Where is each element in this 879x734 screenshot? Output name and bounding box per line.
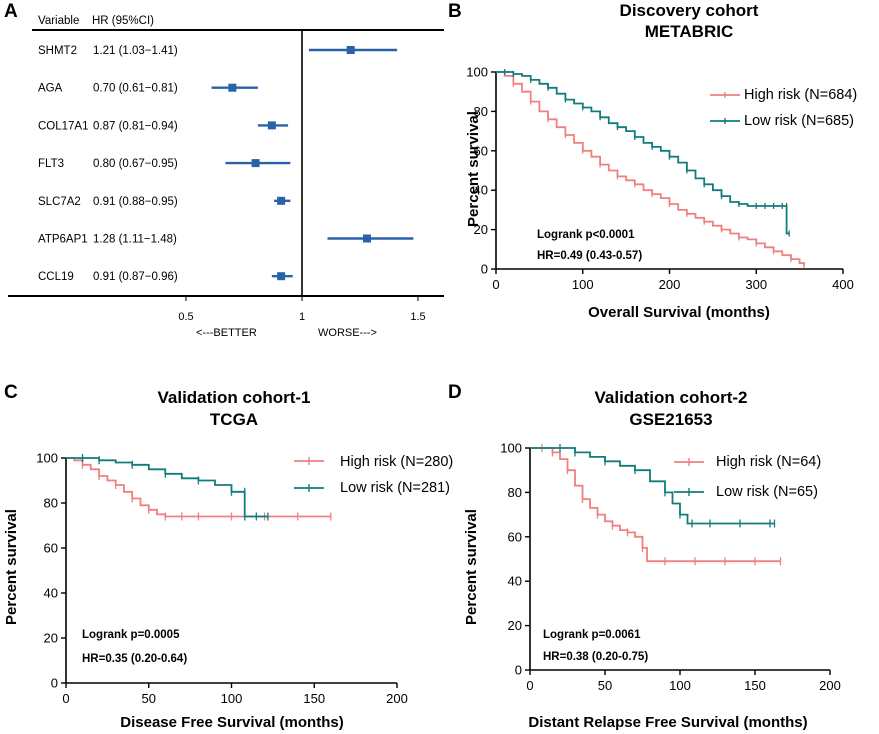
x-tick-label: 0	[492, 277, 499, 292]
x-tick-label: 200	[819, 678, 841, 693]
x-tick-label: 150	[744, 678, 766, 693]
chart-title-line1: Validation cohort-2	[594, 388, 747, 407]
y-tick-label: 100	[36, 451, 58, 466]
y-tick-label: 80	[474, 104, 488, 119]
forest-variable-label: AGA	[38, 83, 63, 95]
forest-point	[277, 196, 286, 205]
forest-hr-label: 1.21 (1.03−1.41)	[93, 45, 178, 57]
forest-hr-label: 1.28 (1.11−1.48)	[93, 234, 177, 246]
y-tick-label: 40	[508, 574, 522, 589]
high-risk-curve	[530, 447, 781, 563]
forest-tick-label: 0.5	[178, 311, 193, 323]
y-axis-label: Percent survival	[3, 509, 20, 625]
forest-variable-label: CCL19	[38, 271, 74, 283]
hazard-ratio-text: HR=0.35 (0.20-0.64)	[82, 653, 187, 665]
x-tick-label: 100	[572, 277, 594, 292]
chart-title-line2: TCGA	[210, 410, 258, 429]
logrank-text: Logrank p<0.0001	[537, 229, 635, 241]
legend-label-high-risk: High risk (N=280)	[340, 454, 453, 470]
chart-title-line2: GSE21653	[629, 410, 712, 429]
x-tick-label: 400	[832, 277, 854, 292]
forest-variable-label: SHMT2	[38, 45, 77, 57]
y-tick-label: 80	[44, 496, 58, 511]
forest-point	[362, 234, 371, 243]
logrank-text: Logrank p=0.0061	[543, 629, 641, 641]
y-tick-label: 20	[44, 631, 58, 646]
legend-label-high-risk: High risk (N=684)	[744, 87, 857, 103]
forest-direction-worse: WORSE--->	[318, 327, 377, 339]
low-risk-curve	[530, 447, 775, 525]
forest-header-variable: Variable	[38, 15, 79, 27]
x-tick-label: 150	[303, 691, 325, 706]
x-tick-label: 50	[598, 678, 612, 693]
x-tick-label: 50	[142, 691, 156, 706]
hazard-ratio-text: HR=0.38 (0.20-0.75)	[543, 651, 648, 663]
forest-direction-better: <---BETTER	[196, 327, 257, 339]
legend-label-low-risk: Low risk (N=65)	[716, 484, 818, 500]
legend-label-high-risk: High risk (N=64)	[716, 454, 821, 470]
y-tick-label: 60	[474, 143, 488, 158]
y-tick-label: 100	[500, 441, 522, 456]
y-tick-label: 60	[508, 529, 522, 544]
panel-letter-d: D	[448, 382, 462, 403]
forest-point	[346, 46, 355, 54]
y-tick-label: 100	[466, 65, 488, 80]
km-plot-d: Validation cohort-2 GSE21653 Distant Rel…	[463, 388, 841, 731]
low-risk-curve	[66, 457, 268, 518]
panel-letter-b: B	[448, 1, 462, 22]
forest-tick-label: 1.5	[410, 311, 425, 323]
x-tick-label: 200	[659, 277, 681, 292]
y-tick-label: 20	[474, 222, 488, 237]
forest-variable-label: FLT3	[38, 158, 64, 170]
y-tick-label: 0	[515, 663, 522, 678]
forest-hr-label: 0.70 (0.61−0.81)	[93, 83, 178, 95]
forest-plot: Variable HR (95%CI) 0.5 1 1.5 <---BETTER…	[8, 15, 444, 339]
x-tick-label: 0	[526, 678, 533, 693]
chart-title-line1: Validation cohort-1	[157, 388, 310, 407]
km-plot-b: Discovery cohort METABRIC Overall Surviv…	[465, 1, 857, 321]
x-tick-label: 300	[745, 277, 767, 292]
forest-hr-label: 0.91 (0.88−0.95)	[93, 196, 178, 208]
legend-label-low-risk: Low risk (N=281)	[340, 480, 450, 496]
panel-letter-a: A	[4, 1, 18, 22]
forest-variable-label: ATP6AP1	[38, 234, 88, 246]
y-tick-label: 40	[44, 586, 58, 601]
y-tick-label: 0	[51, 676, 58, 691]
x-tick-label: 200	[386, 691, 408, 706]
forest-variable-label: SLC7A2	[38, 196, 81, 208]
km-plot-c: Validation cohort-1 TCGA Disease Free Su…	[3, 388, 453, 731]
y-axis-label: Percent survival	[463, 509, 480, 625]
forest-hr-label: 0.91 (0.87−0.96)	[93, 271, 178, 283]
x-axis-label: Disease Free Survival (months)	[120, 714, 343, 731]
forest-hr-label: 0.80 (0.67−0.95)	[93, 158, 178, 170]
x-tick-label: 0	[62, 691, 69, 706]
x-tick-label: 100	[221, 691, 243, 706]
forest-hr-label: 0.87 (0.81−0.94)	[93, 120, 178, 132]
x-axis-label: Overall Survival (months)	[588, 304, 770, 321]
x-axis-label: Distant Relapse Free Survival (months)	[528, 714, 807, 731]
legend-label-low-risk: Low risk (N=685)	[744, 113, 854, 129]
forest-header-hr: HR (95%CI)	[92, 15, 154, 27]
y-tick-label: 20	[508, 618, 522, 633]
forest-point	[228, 83, 237, 92]
forest-point	[277, 272, 286, 281]
forest-point	[251, 159, 260, 168]
panel-letter-c: C	[4, 382, 18, 403]
chart-title-line1: Discovery cohort	[620, 1, 759, 20]
hazard-ratio-text: HR=0.49 (0.43-0.57)	[537, 250, 642, 262]
y-tick-label: 80	[508, 485, 522, 500]
chart-title-line2: METABRIC	[645, 22, 733, 41]
y-tick-label: 0	[481, 262, 488, 277]
y-tick-label: 60	[44, 541, 58, 556]
y-tick-label: 40	[474, 183, 488, 198]
y-axis-label: Percent survival	[465, 111, 482, 227]
forest-tick-label: 1	[299, 311, 305, 323]
high-risk-curve	[66, 457, 331, 518]
forest-variable-label: COL17A1	[38, 120, 89, 132]
x-tick-label: 100	[669, 678, 691, 693]
forest-point	[267, 121, 276, 130]
logrank-text: Logrank p=0.0005	[82, 629, 180, 641]
